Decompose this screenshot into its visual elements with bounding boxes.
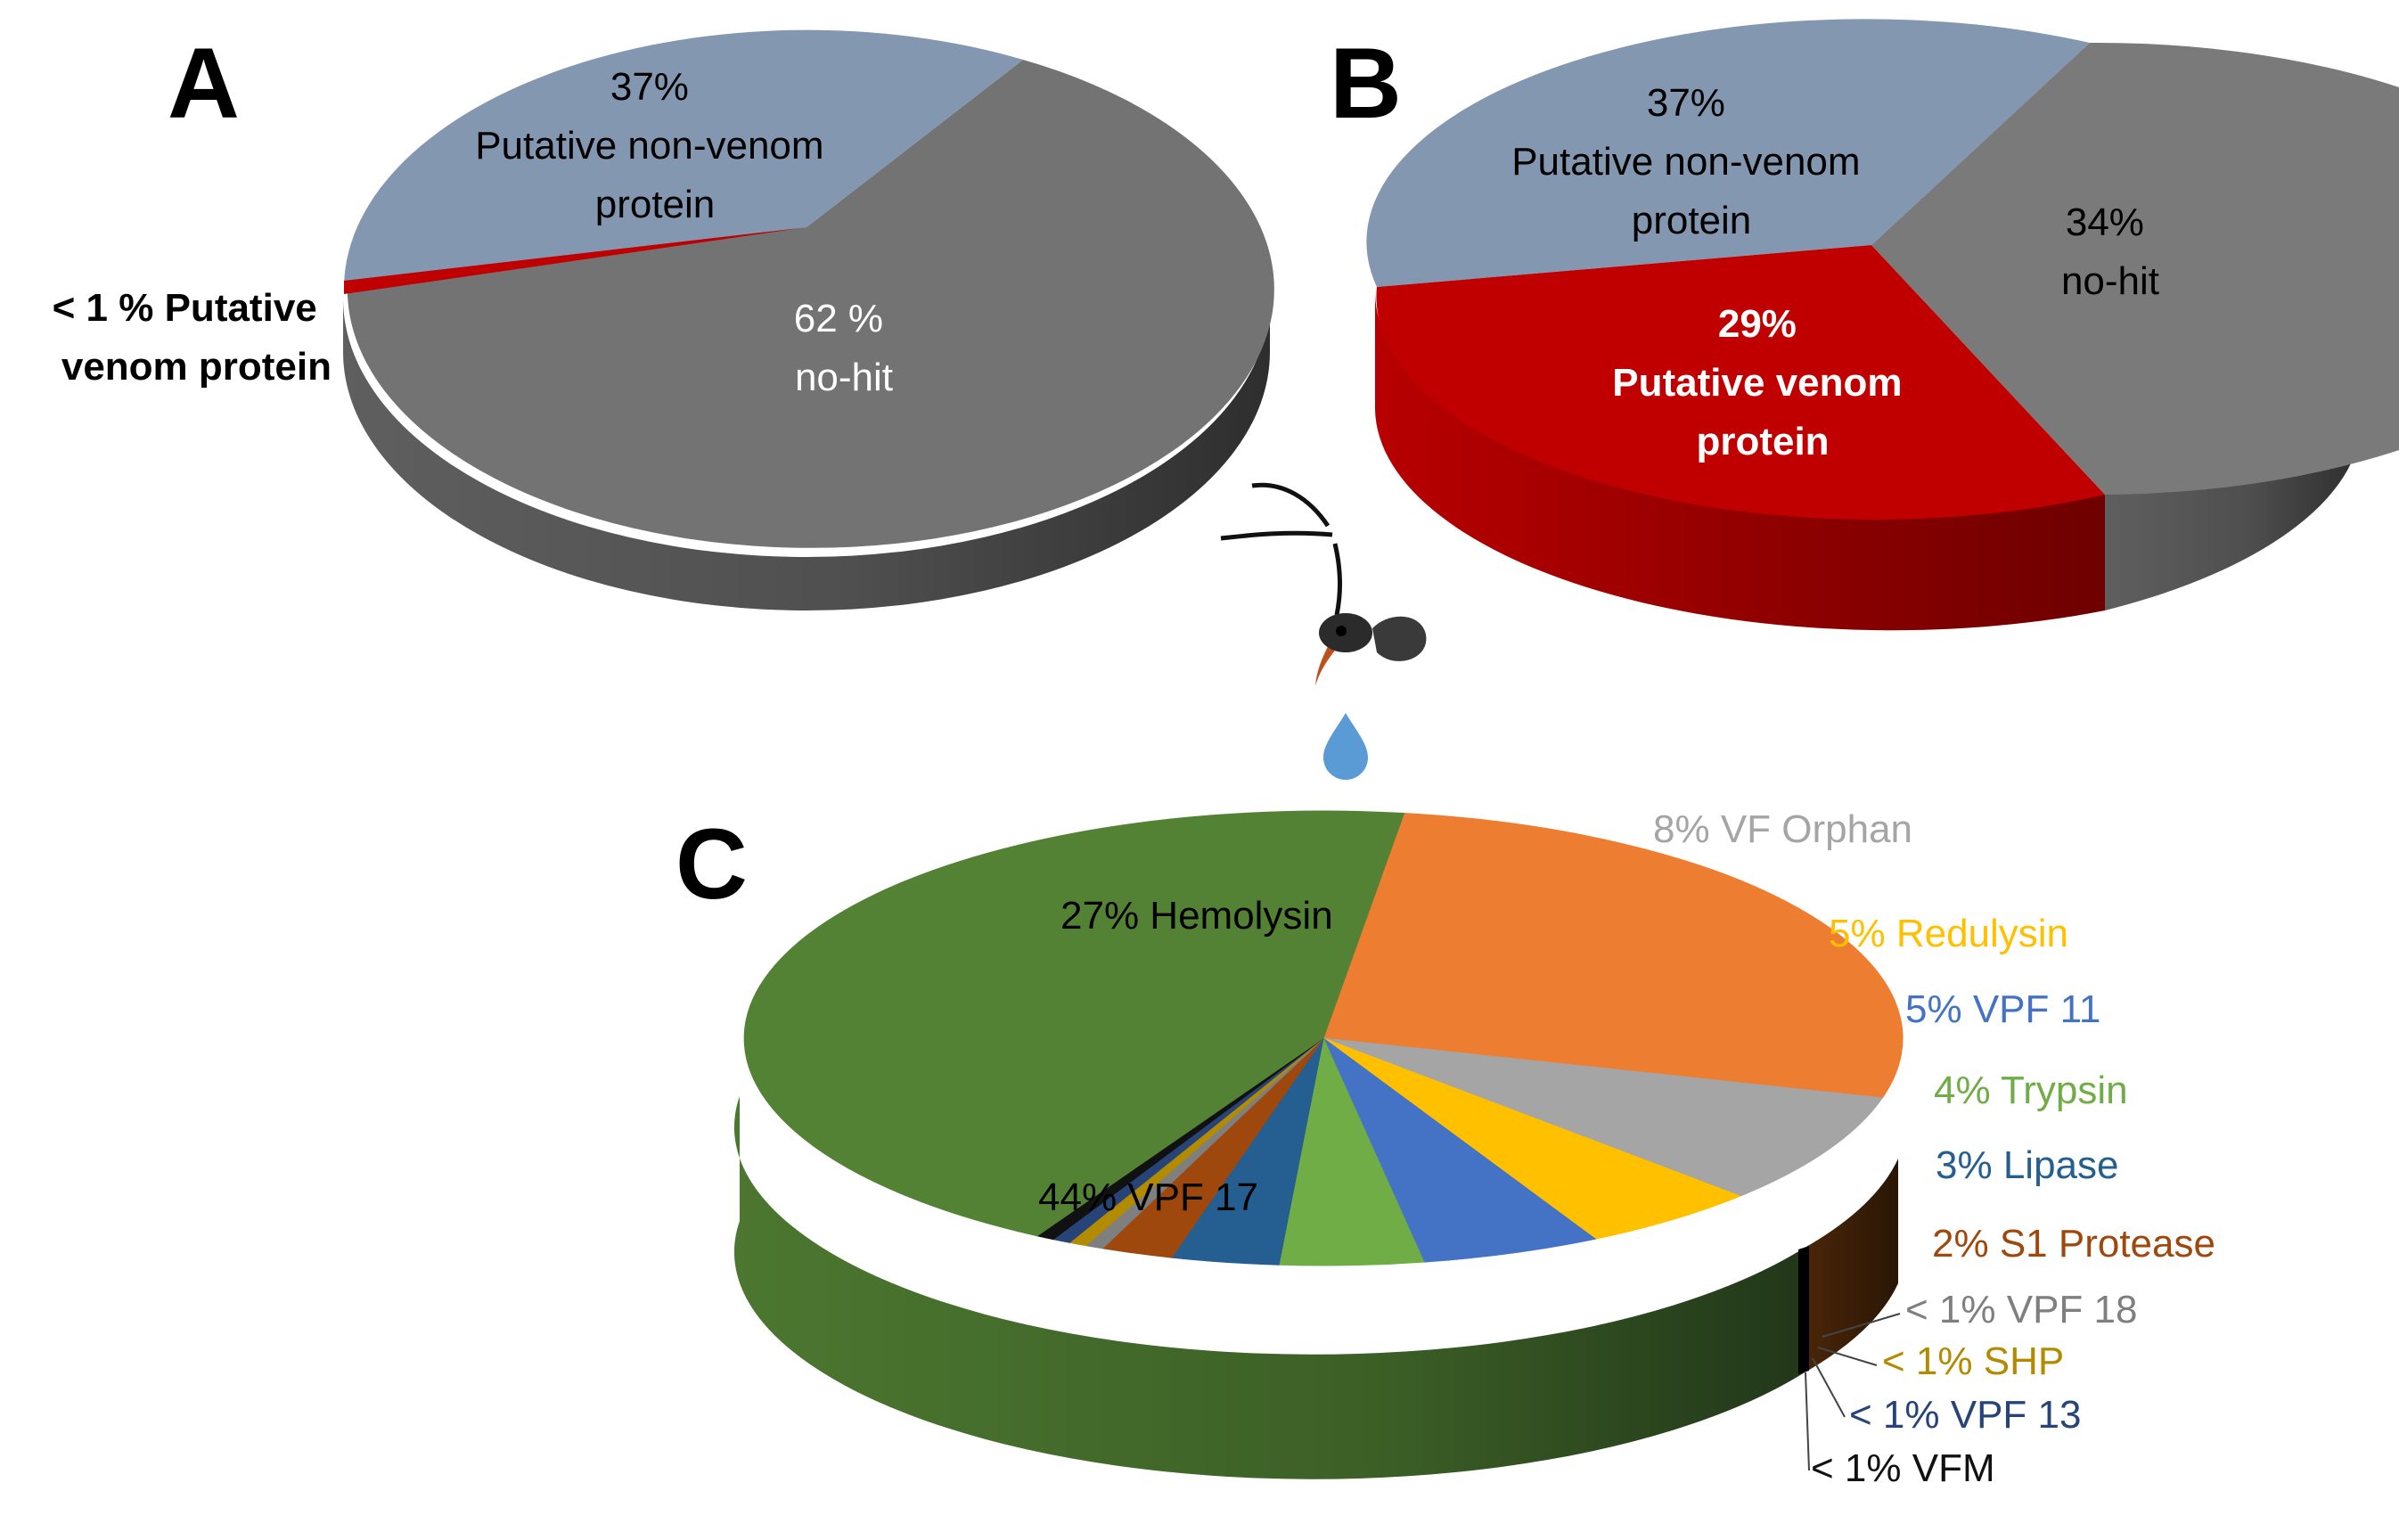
pie-b-label-no-hit-line1: 34% <box>2066 201 2144 244</box>
pie-c-side-green <box>733 1096 1805 1479</box>
pie-c-label-trypsin: 4% Trypsin <box>1934 1069 2128 1112</box>
venom-drop-icon <box>1323 713 1368 780</box>
panel-a: A 37% Putative non-venom protein 62 % no… <box>53 28 1274 610</box>
pie-a-side <box>343 299 1270 610</box>
pie-a-label-non-venom-line1: 37% <box>610 65 689 109</box>
panel-label-c: C <box>675 808 748 920</box>
pie-b-label-non-venom: 37% Putative non-venom protein <box>1511 81 1871 242</box>
pie-c-leader-vfm <box>1805 1372 1810 1471</box>
pie-b-label-venom-line2: Putative venom <box>1612 361 1902 405</box>
pie-a-label-no-hit: 62 % no-hit <box>794 297 895 399</box>
pie-c-slice-redulysin <box>1322 1037 1741 1240</box>
pie-c-labels: 27% Hemolysin 8% VF Orphan 5% Redulysin 5% … <box>1038 807 2215 1490</box>
pie-a-slice-no-hit <box>347 60 1274 548</box>
pie-c-label-vpf-11: 5% VPF 11 <box>1905 987 2100 1031</box>
pie-a-label-venom: < 1 % Putative venom protein <box>53 286 332 389</box>
pie-b-label-venom-line3: protein <box>1696 420 1829 463</box>
wasp-icon <box>1220 482 1427 686</box>
pie-c-label-s1-protease: 2% S1 Protease <box>1932 1222 2215 1266</box>
pie-c-label-vpf-18: < 1% VPF 18 <box>1905 1288 2137 1331</box>
pie-c-label-lipase: 3% Lipase <box>1936 1143 2118 1187</box>
pie-a-label-venom-line2: venom protein <box>61 345 332 389</box>
pie-b-slice-non-venom <box>1366 19 2090 287</box>
pie-c-label-shp: < 1% SHP <box>1882 1339 2064 1383</box>
pie-c-slice-vpf-17 <box>743 810 1405 1237</box>
pie-a-top <box>344 29 1274 548</box>
pie-a-slice-venom <box>344 227 806 294</box>
pie-c-side-edge <box>1798 1246 1809 1374</box>
pie-c-label-redulysin: 5% Redulysin <box>1829 912 2068 955</box>
pie-c-side <box>733 1096 1898 1479</box>
pie-a-slice-non-venom <box>344 29 1023 285</box>
pie-b-side-red <box>1375 294 2105 631</box>
pie-a-label-non-venom-line2: Putative non-venom <box>475 124 823 168</box>
pie-a-side-wall <box>343 299 1270 610</box>
pie-c-side-small <box>1805 1159 1898 1372</box>
panel-b: B 37% Putative non-venom protein 34% no-… <box>1330 19 2399 631</box>
pie-c-label-vpf-17: 44% VPF 17 <box>1038 1175 1258 1219</box>
panel-label-b: B <box>1330 28 1402 139</box>
pie-a-label-no-hit-line2: no-hit <box>795 356 893 399</box>
pie-a-label-non-venom: 37% Putative non-venom protein <box>475 65 835 226</box>
pie-b-label-no-hit-line2: no-hit <box>2061 259 2159 303</box>
pie-c-leader-shp <box>1817 1347 1878 1366</box>
pie-b-label-no-hit: 34% no-hit <box>2061 201 2159 303</box>
pie-b-label-venom: 29% Putative venom protein <box>1612 302 1912 463</box>
pie-b-slice-no-hit <box>1871 42 2399 495</box>
pie-a-label-non-venom-line3: protein <box>595 183 716 226</box>
pie-b-label-non-venom-line1: 37% <box>1647 81 1725 125</box>
pie-b-label-venom-line1: 29% <box>1718 302 1797 346</box>
pie-c-leader-vpf-13 <box>1812 1357 1846 1418</box>
pie-c-slices <box>743 810 1904 1266</box>
pie-b-label-non-venom-line3: protein <box>1632 199 1752 242</box>
pie-a-label-venom-line1: < 1 % Putative <box>53 286 317 330</box>
pie-c-slice-hemolysin <box>1322 812 1904 1099</box>
pie-c-label-hemolysin: 27% Hemolysin <box>1060 894 1333 938</box>
pie-a-label-no-hit-line1: 62 % <box>794 297 883 340</box>
pie-c-label-vf-orphan: 8% VF Orphan <box>1653 807 1912 851</box>
pie-c-slice-vpf-11 <box>1322 1036 1597 1263</box>
pie-c-slice-vf-orphan <box>1322 1037 1884 1197</box>
pie-b-slice-venom <box>1376 245 2105 520</box>
pie-b-top <box>1366 19 2399 520</box>
pie-b-label-non-venom-line2: Putative non-venom <box>1511 140 1860 184</box>
pie-c-label-vfm: < 1% VFM <box>1811 1446 1995 1490</box>
pie-c-leader-vpf-18 <box>1822 1313 1901 1338</box>
panel-label-a: A <box>168 28 240 139</box>
pie-c-label-vpf-13: < 1% VPF 13 <box>1849 1393 2081 1437</box>
panel-c: C 27% Hemolysin 8% VF Orphan 5% Redulysin 5… <box>675 807 2215 1490</box>
